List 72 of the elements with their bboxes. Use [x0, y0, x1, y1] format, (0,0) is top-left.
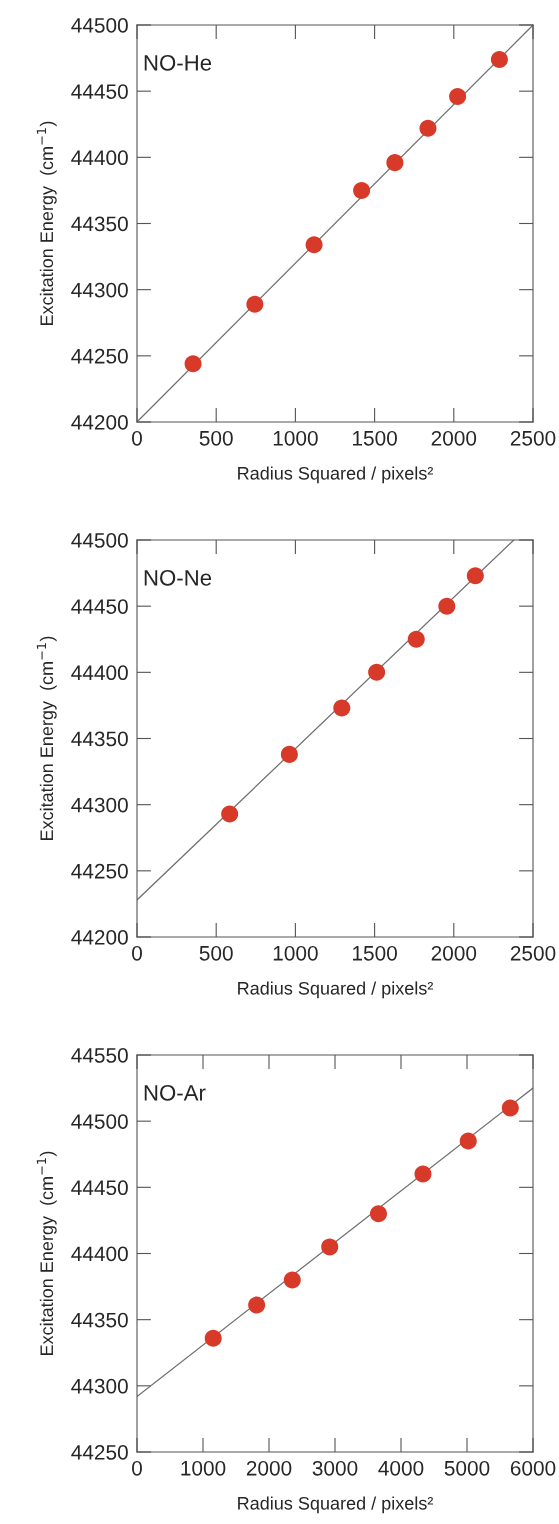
y-tick-label: 44450 — [71, 84, 128, 99]
y-tick-label: 44350 — [71, 1312, 128, 1328]
point — [369, 1205, 387, 1223]
x-tick-label: 2000 — [431, 945, 477, 961]
x-axis-title: Radius Squared / pixels² — [238, 466, 434, 484]
x-axis-title: Radius Squared / pixels² — [238, 981, 434, 999]
y-tick-label: 44450 — [71, 599, 128, 614]
point — [221, 805, 239, 823]
y-tick-label: 44500 — [71, 1114, 128, 1129]
point — [321, 1238, 339, 1256]
y-tick-label: 44300 — [71, 282, 128, 298]
point — [368, 663, 386, 681]
point — [419, 119, 437, 137]
x-axis-title: Radius Squared / pixels² — [238, 1496, 434, 1514]
x-tick-label: 1000 — [181, 1460, 226, 1476]
x-tick-label: 1500 — [353, 430, 397, 446]
y-tick-label: 44350 — [71, 216, 128, 232]
x-tick-label: 2500 — [510, 430, 556, 446]
x-tick-label: 2000 — [431, 430, 477, 446]
x-tick-label: 500 — [199, 945, 233, 961]
y-tick-label: 44400 — [71, 150, 128, 166]
x-tick-label: 2000 — [246, 1460, 292, 1476]
x-tick-label: 2500 — [510, 945, 556, 961]
y-tick-label: 44500 — [71, 533, 128, 548]
y-tick-label: 44250 — [71, 348, 128, 364]
x-tick-label: 5000 — [444, 1460, 490, 1476]
y-axis-title: Excitation Energy (cm$^{−1}$) — [36, 121, 57, 326]
point — [490, 50, 508, 68]
x-tick-label: 0 — [132, 430, 142, 446]
x-tick-label: 1500 — [353, 945, 397, 961]
annotation: NO-Ne — [144, 569, 212, 586]
x-tick-label: 4000 — [378, 1460, 424, 1476]
point — [184, 355, 202, 373]
x-tick-label: 3000 — [312, 1460, 358, 1476]
point — [248, 1296, 266, 1314]
y-tick-label: 44450 — [71, 1180, 128, 1196]
y-tick-label: 44400 — [71, 665, 128, 681]
x-tick-label: 0 — [132, 1460, 142, 1476]
point — [466, 567, 484, 585]
point — [414, 1165, 432, 1183]
point — [407, 630, 425, 648]
point — [305, 236, 323, 254]
point — [386, 154, 404, 172]
point — [204, 1329, 222, 1347]
y-tick-label: 44200 — [71, 415, 128, 430]
x-tick-label: 0 — [132, 945, 142, 961]
y-tick-label: 44350 — [71, 731, 128, 747]
y-tick-label: 44400 — [71, 1246, 128, 1262]
y-tick-label: 44250 — [71, 1445, 128, 1460]
point — [333, 699, 351, 717]
x-tick-label: 500 — [199, 430, 233, 446]
point — [353, 181, 371, 199]
y-tick-label: 44500 — [71, 18, 128, 33]
point — [449, 87, 467, 105]
annotation: NO-Ar — [144, 1084, 206, 1101]
y-tick-label: 44550 — [71, 1048, 128, 1063]
y-tick-label: 44300 — [71, 797, 128, 813]
y-tick-label: 44250 — [71, 863, 128, 879]
point — [283, 1271, 301, 1289]
point — [438, 597, 456, 615]
y-tick-label: 44200 — [71, 930, 128, 945]
point — [459, 1132, 477, 1150]
y-axis-title: Excitation Energy (cm$^{−1}$) — [36, 1151, 57, 1356]
point — [501, 1099, 519, 1117]
point — [280, 745, 298, 763]
annotation: NO-He — [144, 54, 212, 71]
x-tick-label: 1000 — [273, 430, 318, 446]
y-tick-label: 44300 — [71, 1378, 128, 1394]
x-tick-label: 1000 — [273, 945, 318, 961]
x-tick-label: 6000 — [510, 1460, 556, 1476]
y-axis-title: Excitation Energy (cm$^{−1}$) — [36, 636, 57, 841]
point — [246, 295, 264, 313]
